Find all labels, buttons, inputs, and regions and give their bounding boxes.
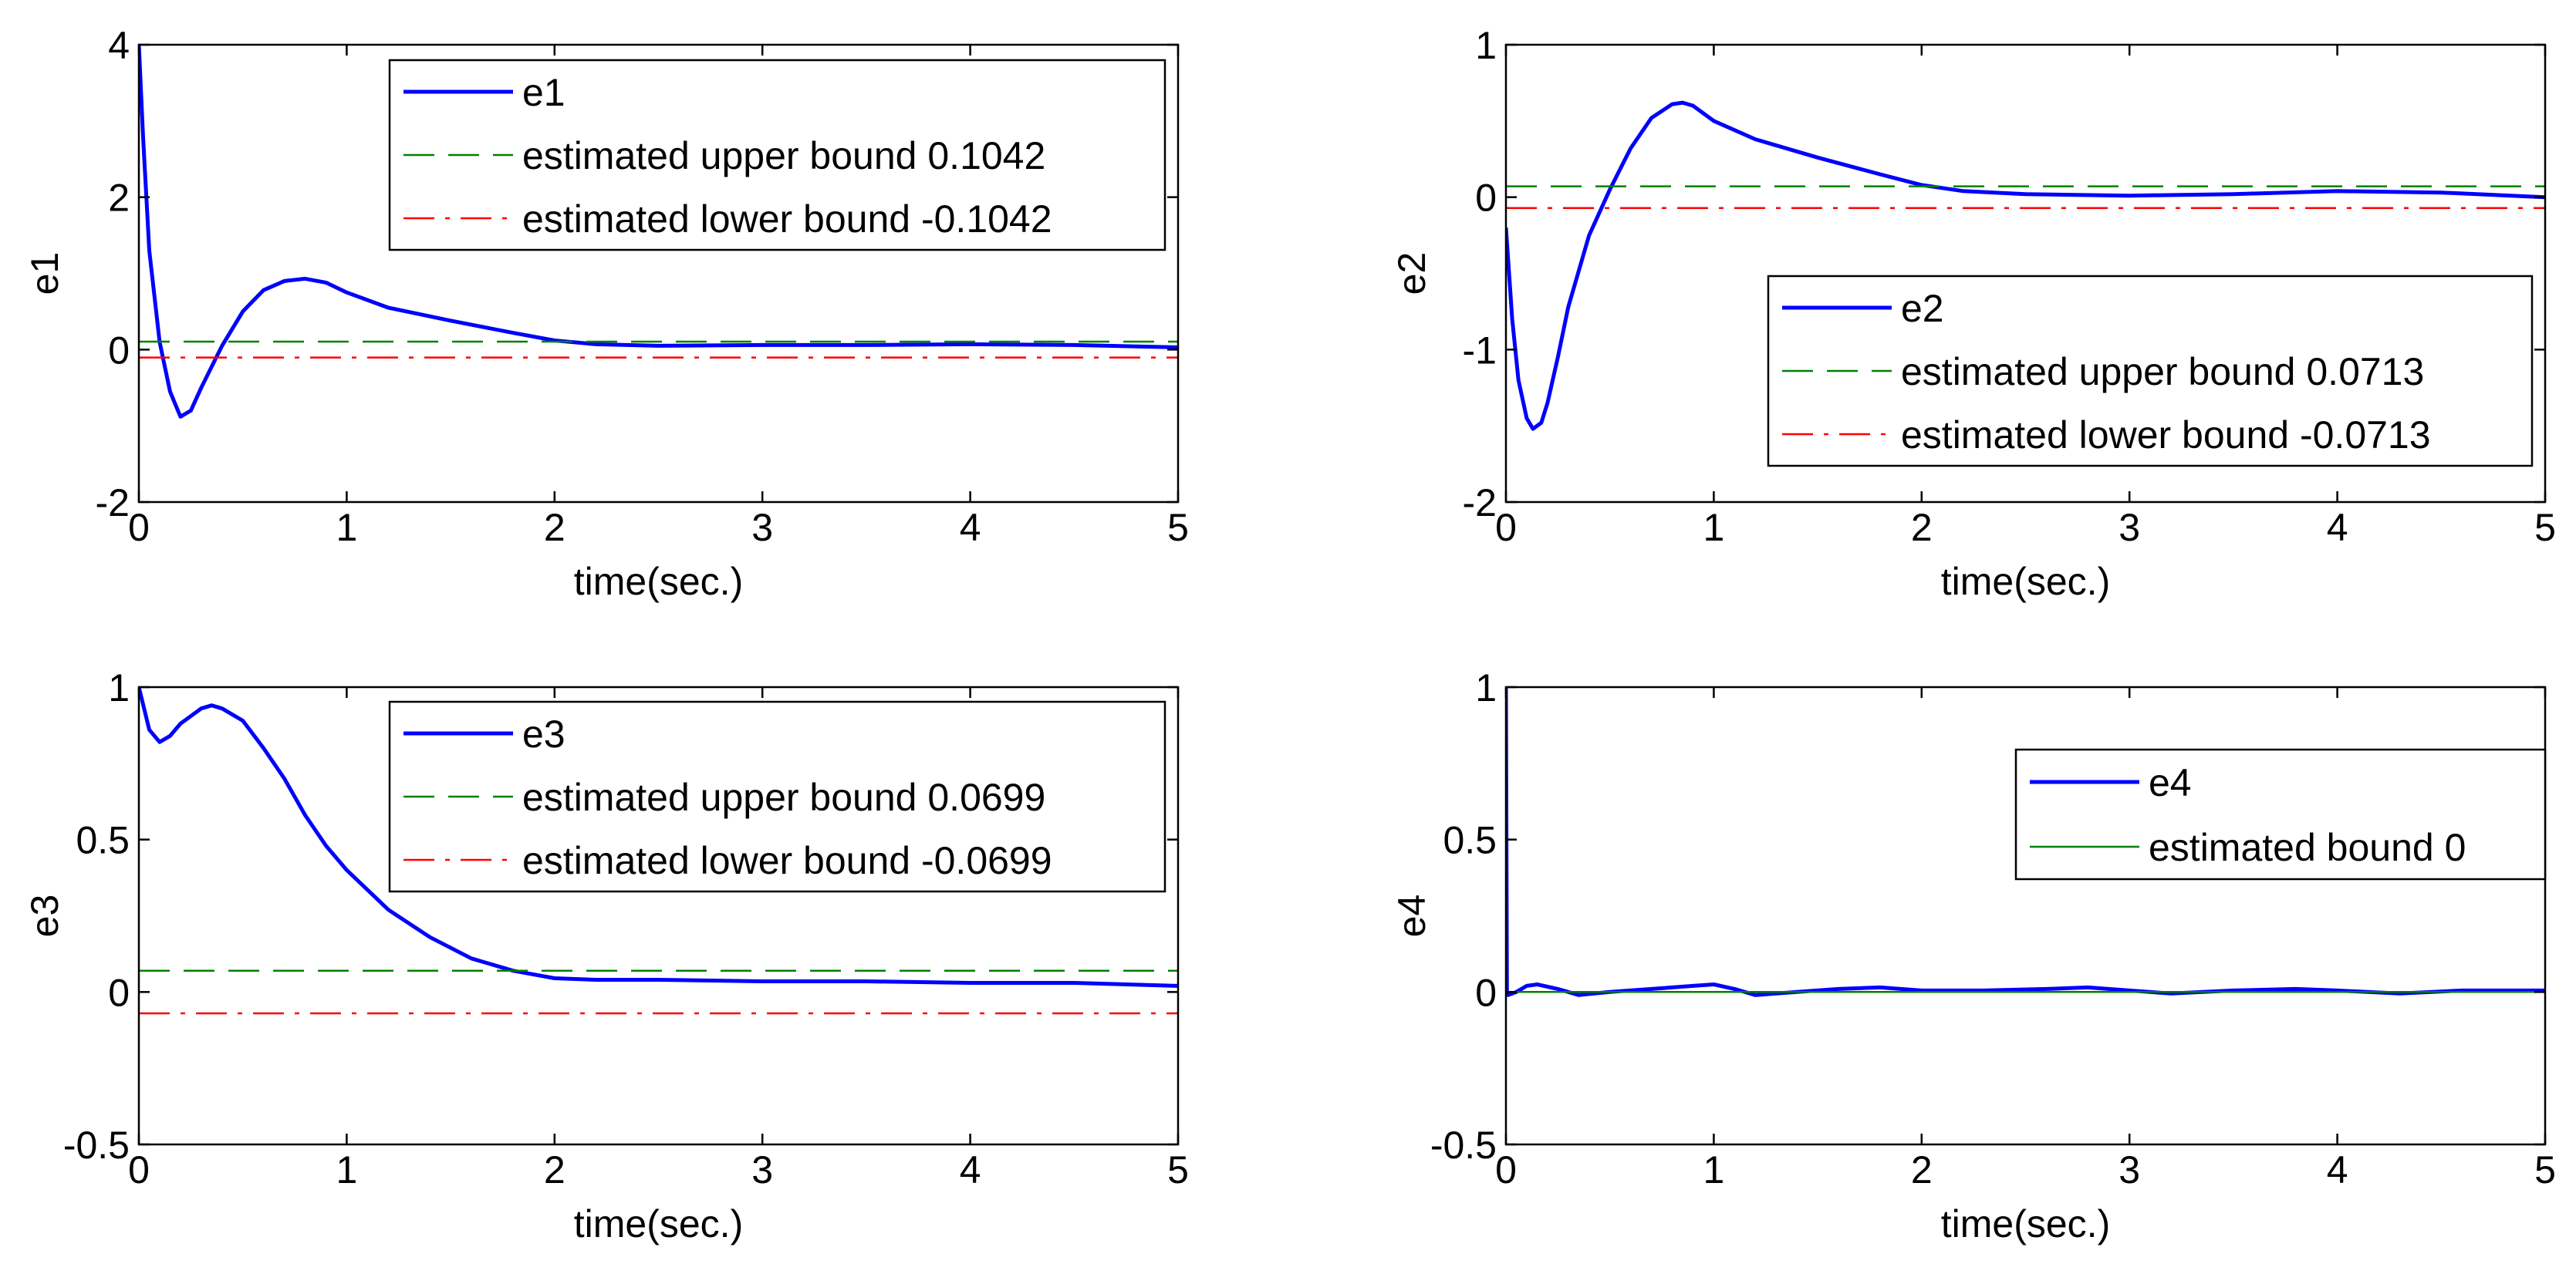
x-tick-label: 5 [1167,1148,1189,1191]
y-tick-label: 0 [1475,971,1497,1014]
legend-entry: estimated lower bound -0.0699 [522,839,1052,882]
x-tick-label: 4 [2327,1148,2348,1191]
x-axis-label: time(sec.) [1941,1202,2110,1245]
y-axis-label: e4 [1390,895,1433,938]
legend-entry: estimated bound 0 [2149,826,2466,869]
axes-box [137,43,1180,504]
y-tick-label: -0.5 [63,1124,130,1167]
x-tick-label: 0 [128,506,150,549]
y-tick-label: 0.5 [1443,819,1497,862]
x-axis-label: time(sec.) [574,560,743,603]
legend-box [1767,275,2534,467]
x-tick-label: 4 [960,506,981,549]
y-tick-label: -1 [1463,329,1497,372]
legend-entry: estimated upper bound 0.0713 [1901,350,2424,393]
legend-entry: estimated upper bound 0.1042 [522,134,1045,177]
legend: e2 estimated upper bound 0.0713 estimated … [1767,275,2534,467]
series-line-e2 [1506,100,2545,431]
legend-entry: e4 [2149,761,2192,804]
x-tick-label: 2 [1911,1148,1933,1191]
x-tick-label: 1 [336,506,357,549]
x-tick-label: 2 [544,1148,566,1191]
legend: e4 estimated bound 0 [2014,748,2547,881]
x-tick-label: 3 [751,1148,773,1191]
x-tick-label: 3 [2119,1148,2140,1191]
y-tick-label: 0.5 [76,819,130,862]
x-tick-label: 0 [1495,1148,1517,1191]
legend-box [2014,748,2547,881]
legend-entry: estimated lower bound -0.1042 [522,197,1052,241]
x-tick-label: 2 [1911,506,1933,549]
series-line-e1 [139,45,1178,419]
x-tick-label: 2 [544,506,566,549]
x-tick-label: 1 [1703,506,1724,549]
y-axis-label: e1 [23,252,66,295]
x-tick-label: 0 [128,1148,150,1191]
legend-box [388,700,1166,893]
x-tick-label: 5 [2534,1148,2556,1191]
x-tick-label: 3 [751,506,773,549]
y-tick-label: 1 [1475,666,1497,709]
legend-entry: estimated lower bound -0.0713 [1901,413,2431,457]
x-tick-label: 3 [2119,506,2140,549]
axes-box [1504,686,2547,1146]
y-axis-label: e2 [1390,252,1433,295]
y-tick-label: -2 [1463,481,1497,524]
y-tick-label: 2 [108,177,130,220]
x-axis-label: time(sec.) [1941,560,2110,603]
legend-box [388,59,1166,251]
x-axis-label: time(sec.) [574,1202,743,1245]
x-tick-label: 0 [1495,506,1517,549]
legend-entry: e2 [1901,287,1944,330]
series-line-e3 [139,687,1178,988]
y-tick-label: 4 [108,24,130,67]
x-tick-label: 5 [1167,506,1189,549]
y-tick-label: 0 [1475,177,1497,220]
legend-entry: estimated upper bound 0.0699 [522,776,1045,819]
x-tick-label: 5 [2534,506,2556,549]
y-tick-label: -2 [96,481,130,524]
y-tick-label: 0 [108,971,130,1014]
y-tick-label: -0.5 [1430,1124,1497,1167]
legend: e3 estimated upper bound 0.0699 estimated … [388,700,1166,893]
legend-entry: e1 [522,71,566,114]
y-tick-label: 1 [108,666,130,709]
axes-box [137,686,1180,1146]
legend-entry: e3 [522,713,566,756]
axes-box [1504,43,2547,504]
y-axis-label: e3 [23,895,66,938]
x-tick-label: 4 [960,1148,981,1191]
x-tick-label: 1 [1703,1148,1724,1191]
x-tick-label: 1 [336,1148,357,1191]
x-tick-label: 4 [2327,506,2348,549]
y-tick-label: 1 [1475,24,1497,67]
chart-panel-2: 0 1 2 3 4 5 -2 -1 0 1 time(sec.) e2 e2 estimated uppe… [1390,24,2556,603]
legend: e1 estimated upper bound 0.1042 estimated … [388,59,1166,251]
y-tick-label: 0 [108,329,130,372]
